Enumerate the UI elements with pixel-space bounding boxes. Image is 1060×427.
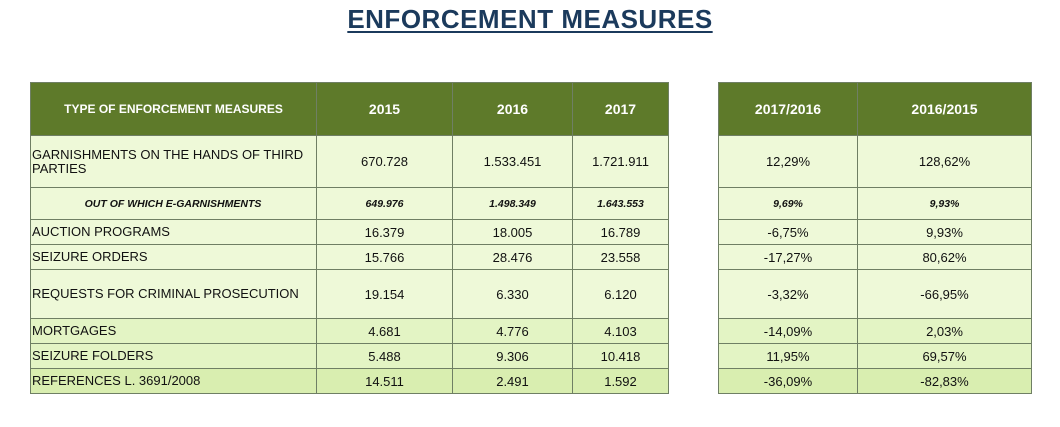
header-2015: 2015 [316, 82, 453, 136]
row-label: SEIZURE ORDERS [30, 244, 317, 270]
cell-2015: 5.488 [316, 343, 453, 369]
cell-2016-2015: -66,95% [857, 269, 1032, 319]
header-2017: 2017 [572, 82, 669, 136]
row-label: AUCTION PROGRAMS [30, 219, 317, 245]
cell-2017-2016: 12,29% [718, 135, 858, 188]
cell-2016: 1.533.451 [452, 135, 573, 188]
table-row: -17,27% 80,62% [718, 244, 1032, 270]
table-row: REQUESTS FOR CRIMINAL PROSECUTION 19.154… [30, 269, 669, 319]
cell-2016: 4.776 [452, 318, 573, 344]
cell-2016-2015: 80,62% [857, 244, 1032, 270]
table-row: -36,09% -82,83% [718, 368, 1032, 394]
header-row: 2017/2016 2016/2015 [718, 82, 1032, 136]
cell-2016: 1.498.349 [452, 187, 573, 220]
cell-2017-2016: -6,75% [718, 219, 858, 245]
header-2016-2015: 2016/2015 [857, 82, 1032, 136]
cell-2017: 1.592 [572, 368, 669, 394]
cell-2015: 649.976 [316, 187, 453, 220]
cell-2017-2016: -17,27% [718, 244, 858, 270]
cell-2017: 23.558 [572, 244, 669, 270]
measures-table: TYPE OF ENFORCEMENT MEASURES 2015 2016 2… [30, 82, 669, 394]
change-table: 2017/2016 2016/2015 12,29% 128,62% 9,69%… [718, 82, 1032, 394]
table-row: 11,95% 69,57% [718, 343, 1032, 369]
cell-2016-2015: 128,62% [857, 135, 1032, 188]
cell-2017-2016: -14,09% [718, 318, 858, 344]
table-row: REFERENCES L. 3691/2008 14.511 2.491 1.5… [30, 368, 669, 394]
table-row: -3,32% -66,95% [718, 269, 1032, 319]
row-label: OUT OF WHICH E-GARNISHMENTS [30, 187, 317, 220]
table-row: GARNISHMENTS ON THE HANDS OF THIRD PARTI… [30, 135, 669, 188]
cell-2017: 4.103 [572, 318, 669, 344]
cell-2017-2016: -36,09% [718, 368, 858, 394]
cell-2017: 1.643.553 [572, 187, 669, 220]
cell-2015: 15.766 [316, 244, 453, 270]
cell-2016: 6.330 [452, 269, 573, 319]
table-row: SEIZURE ORDERS 15.766 28.476 23.558 [30, 244, 669, 270]
cell-2016-2015: 69,57% [857, 343, 1032, 369]
table-row: 9,69% 9,93% [718, 187, 1032, 220]
table-row: MORTGAGES 4.681 4.776 4.103 [30, 318, 669, 344]
table-row: SEIZURE FOLDERS 5.488 9.306 10.418 [30, 343, 669, 369]
cell-2016: 2.491 [452, 368, 573, 394]
cell-2016-2015: 2,03% [857, 318, 1032, 344]
table-row: -14,09% 2,03% [718, 318, 1032, 344]
row-label: MORTGAGES [30, 318, 317, 344]
table-row: AUCTION PROGRAMS 16.379 18.005 16.789 [30, 219, 669, 245]
cell-2017-2016: 9,69% [718, 187, 858, 220]
cell-2015: 19.154 [316, 269, 453, 319]
cell-2017-2016: -3,32% [718, 269, 858, 319]
cell-2017: 6.120 [572, 269, 669, 319]
cell-2016-2015: -82,83% [857, 368, 1032, 394]
header-2016: 2016 [452, 82, 573, 136]
cell-2017: 10.418 [572, 343, 669, 369]
cell-2017-2016: 11,95% [718, 343, 858, 369]
page-title: ENFORCEMENT MEASURES [347, 4, 713, 34]
cell-2016-2015: 9,93% [857, 187, 1032, 220]
table-row: OUT OF WHICH E-GARNISHMENTS 649.976 1.49… [30, 187, 669, 220]
header-row: TYPE OF ENFORCEMENT MEASURES 2015 2016 2… [30, 82, 669, 136]
cell-2015: 16.379 [316, 219, 453, 245]
cell-2015: 670.728 [316, 135, 453, 188]
row-label: SEIZURE FOLDERS [30, 343, 317, 369]
cell-2015: 4.681 [316, 318, 453, 344]
cell-2017: 16.789 [572, 219, 669, 245]
table-row: -6,75% 9,93% [718, 219, 1032, 245]
cell-2015: 14.511 [316, 368, 453, 394]
cell-2016-2015: 9,93% [857, 219, 1032, 245]
table-row: 12,29% 128,62% [718, 135, 1032, 188]
header-2017-2016: 2017/2016 [718, 82, 858, 136]
row-label: REQUESTS FOR CRIMINAL PROSECUTION [30, 269, 317, 319]
header-type: TYPE OF ENFORCEMENT MEASURES [30, 82, 317, 136]
cell-2017: 1.721.911 [572, 135, 669, 188]
row-label: REFERENCES L. 3691/2008 [30, 368, 317, 394]
cell-2016: 18.005 [452, 219, 573, 245]
cell-2016: 9.306 [452, 343, 573, 369]
row-label: GARNISHMENTS ON THE HANDS OF THIRD PARTI… [30, 135, 317, 188]
cell-2016: 28.476 [452, 244, 573, 270]
